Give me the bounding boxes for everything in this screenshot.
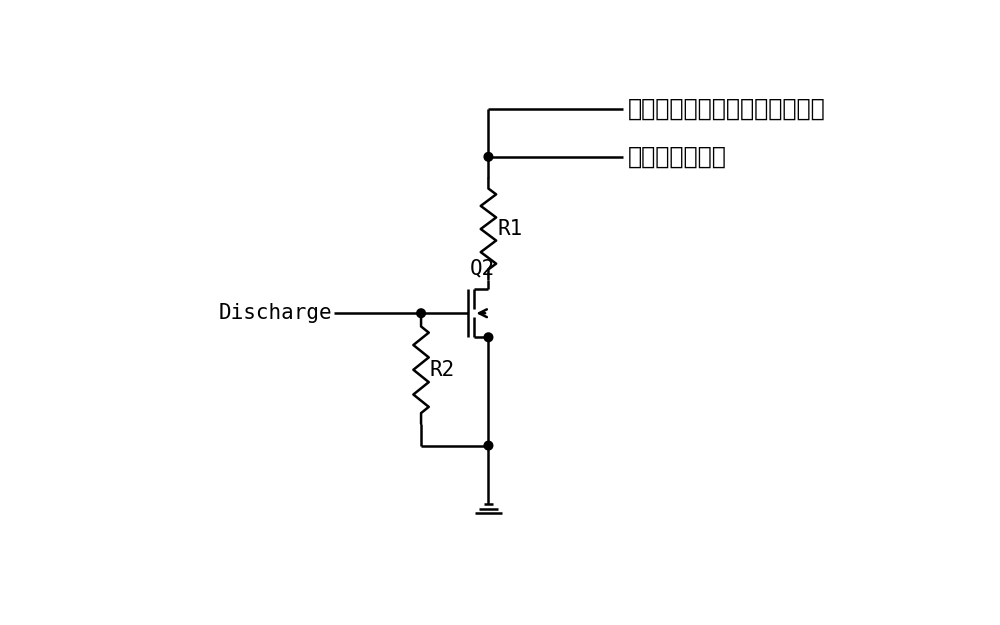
Text: Q2: Q2 — [470, 259, 495, 279]
Text: 至电流检测电路: 至电流检测电路 — [628, 145, 727, 169]
Circle shape — [484, 441, 493, 450]
Text: 至可调线性电压源模块的输出端: 至可调线性电压源模块的输出端 — [628, 97, 826, 121]
Text: R2: R2 — [430, 360, 455, 380]
Circle shape — [484, 333, 493, 342]
Circle shape — [484, 152, 493, 161]
Text: Discharge: Discharge — [218, 303, 332, 323]
Text: R1: R1 — [497, 219, 522, 239]
Circle shape — [417, 309, 425, 318]
